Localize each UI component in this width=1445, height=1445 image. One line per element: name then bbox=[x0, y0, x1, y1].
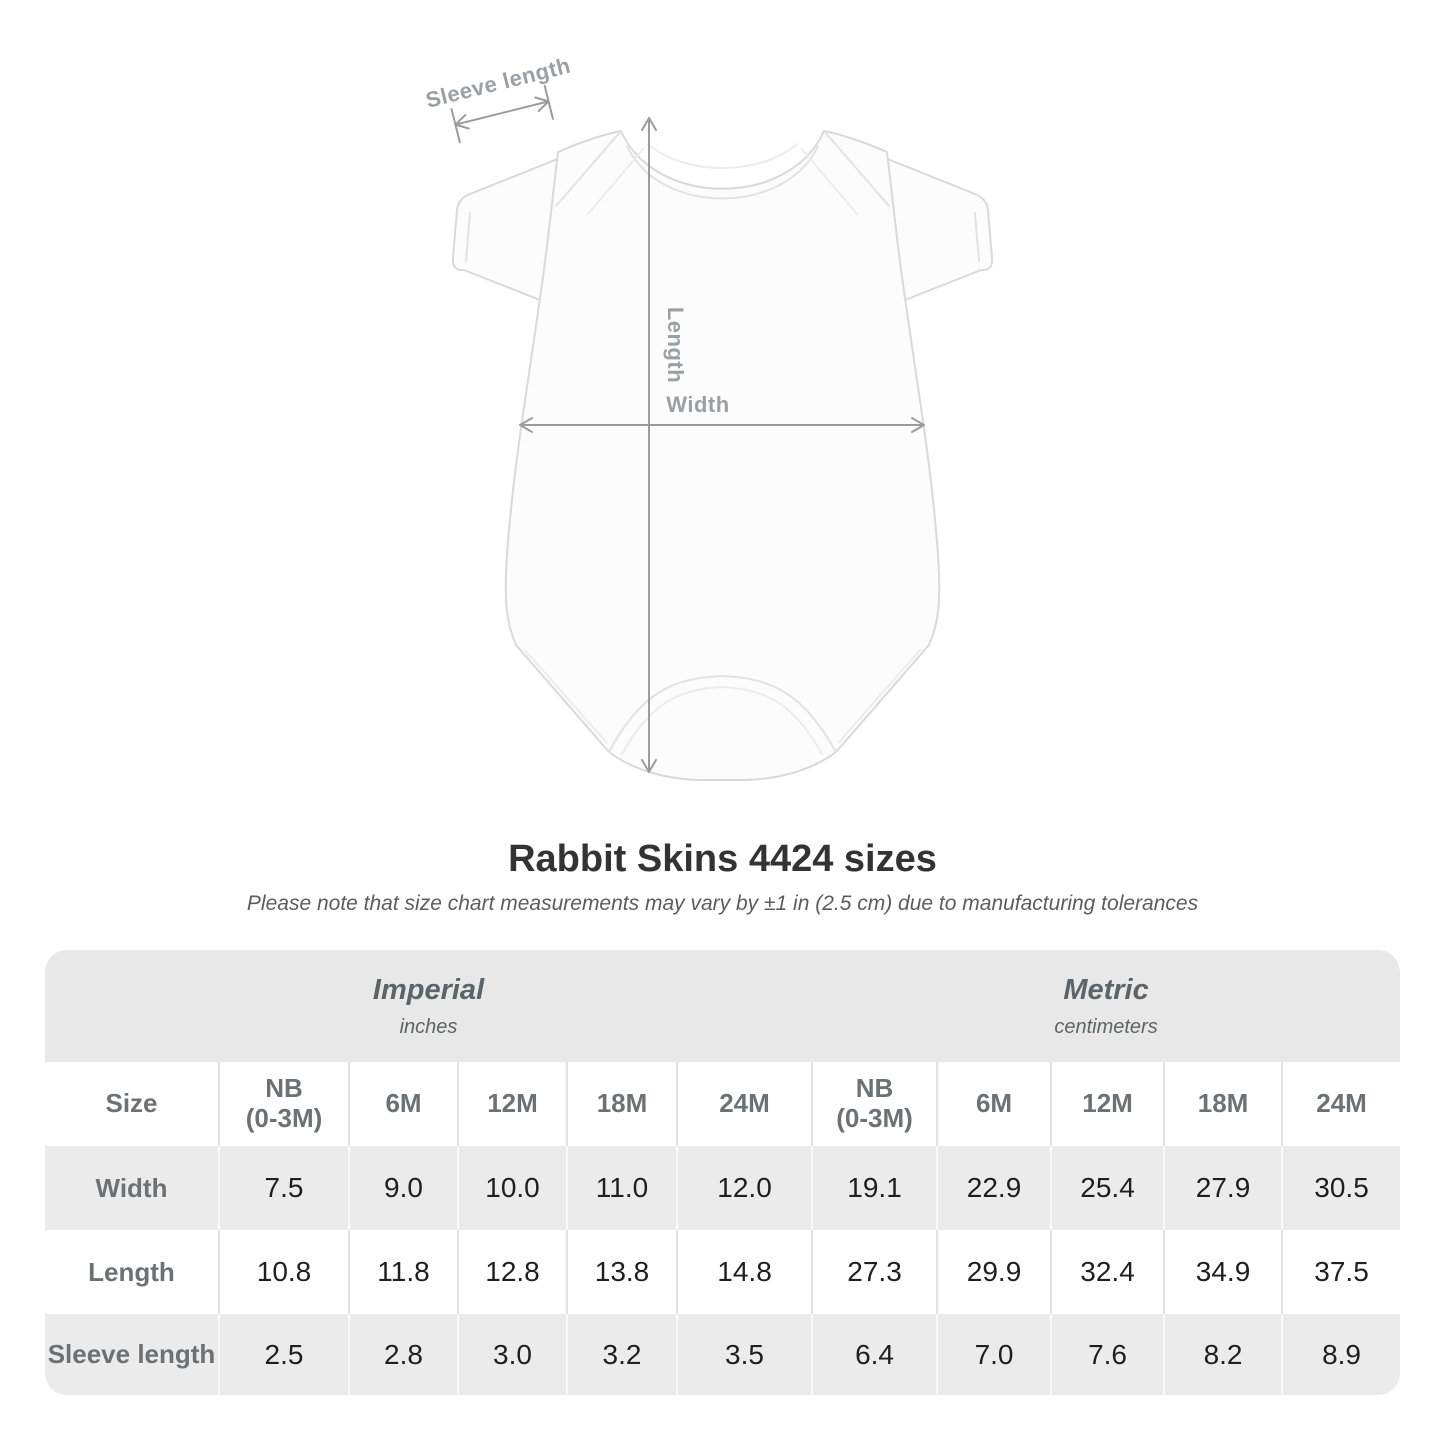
metric-group-label: Metric bbox=[1063, 973, 1149, 1006]
table-cell: 3.0 bbox=[457, 1314, 567, 1395]
length-label: Length bbox=[663, 307, 688, 383]
table-cell: 2.5 bbox=[218, 1314, 349, 1395]
table-cell: 3.2 bbox=[566, 1314, 677, 1395]
table-cell: 2.8 bbox=[348, 1314, 458, 1395]
column-header: 12M bbox=[457, 1062, 567, 1146]
table-cell: 25.4 bbox=[1050, 1146, 1165, 1230]
row-label: Length bbox=[45, 1230, 219, 1314]
table-cell: 27.3 bbox=[811, 1230, 938, 1314]
table-cell: 12.0 bbox=[675, 1146, 813, 1230]
left-envelope-fold bbox=[555, 130, 622, 207]
column-header: 12M bbox=[1050, 1062, 1165, 1146]
right-envelope-fold-inner bbox=[801, 148, 858, 215]
table-cell: 9.0 bbox=[348, 1146, 458, 1230]
metric-group-header: Metric centimeters bbox=[812, 950, 1400, 1062]
bodysuit-graphic bbox=[451, 130, 994, 781]
row-label: Width bbox=[45, 1146, 219, 1230]
table-cell: 30.5 bbox=[1281, 1146, 1400, 1230]
imperial-group-header: Imperial inches bbox=[45, 950, 813, 1062]
table-cell: 27.9 bbox=[1163, 1146, 1283, 1230]
chart-note: Please note that size chart measurements… bbox=[246, 892, 1199, 915]
table-row-sleeve-length: Sleeve length 2.5 2.8 3.0 3.2 3.5 6.4 7.… bbox=[45, 1314, 1400, 1395]
column-header: NB (0-3M) bbox=[218, 1062, 349, 1146]
column-header: 24M bbox=[1281, 1062, 1400, 1146]
left-sleeve-hem-seam bbox=[465, 212, 471, 262]
table-cell: 8.9 bbox=[1281, 1314, 1400, 1395]
right-leg-binding-seam bbox=[838, 649, 921, 743]
left-leg-binding-seam bbox=[524, 649, 607, 743]
sleeve-length-arrow bbox=[450, 84, 554, 144]
neck-binding-seam bbox=[626, 145, 819, 200]
table-cell: 7.0 bbox=[936, 1314, 1052, 1395]
column-header-row: Size NB (0-3M) 6M 12M 18M 24M NB (0-3M) 6M… bbox=[45, 1062, 1400, 1146]
size-diagram: Sleeve length Length Width bbox=[423, 53, 994, 781]
row-label: Sleeve length bbox=[45, 1314, 219, 1395]
sleeve-length-label: Sleeve length bbox=[423, 53, 573, 113]
table-cell: 7.5 bbox=[218, 1146, 349, 1230]
back-collar-seam bbox=[647, 143, 798, 169]
table-cell: 11.8 bbox=[348, 1230, 458, 1314]
left-envelope-fold-inner bbox=[587, 148, 644, 215]
right-sleeve-hem-seam bbox=[974, 212, 980, 262]
table-cell: 13.8 bbox=[566, 1230, 677, 1314]
table-cell: 14.8 bbox=[675, 1230, 813, 1314]
unit-group-row: Imperial inches Metric centimeters bbox=[45, 950, 1400, 1062]
table-cell: 22.9 bbox=[936, 1146, 1052, 1230]
table-cell: 34.9 bbox=[1163, 1230, 1283, 1314]
table-cell: 29.9 bbox=[936, 1230, 1052, 1314]
crotch-flap-seam bbox=[608, 674, 837, 753]
column-header: 18M bbox=[1163, 1062, 1283, 1146]
right-envelope-fold bbox=[823, 130, 890, 207]
table-cell: 3.5 bbox=[675, 1314, 813, 1395]
width-arrow bbox=[519, 417, 925, 433]
metric-group-unit: centimeters bbox=[1054, 1016, 1158, 1039]
column-header: NB (0-3M) bbox=[811, 1062, 938, 1146]
table-row-length: Length 10.8 11.8 12.8 13.8 14.8 27.3 29.… bbox=[45, 1230, 1400, 1314]
length-arrow bbox=[641, 117, 657, 773]
bodysuit-torso bbox=[504, 130, 941, 781]
table-cell: 10.8 bbox=[218, 1230, 349, 1314]
table-cell: 6.4 bbox=[811, 1314, 938, 1395]
table-cell: 10.0 bbox=[457, 1146, 567, 1230]
imperial-group-label: Imperial bbox=[372, 973, 485, 1006]
size-table: Imperial inches Metric centimeters Size … bbox=[45, 950, 1400, 1395]
table-row-width: Width 7.5 9.0 10.0 11.0 12.0 19.1 22.9 2… bbox=[45, 1146, 1400, 1230]
table-cell: 37.5 bbox=[1281, 1230, 1400, 1314]
table-cell: 11.0 bbox=[566, 1146, 677, 1230]
column-header: 24M bbox=[675, 1062, 813, 1146]
column-header: 18M bbox=[566, 1062, 677, 1146]
chart-title: Rabbit Skins 4424 sizes bbox=[508, 838, 937, 880]
table-cell: 19.1 bbox=[811, 1146, 938, 1230]
imperial-group-unit: inches bbox=[399, 1016, 458, 1039]
size-header-cell: Size bbox=[45, 1062, 219, 1146]
table-cell: 7.6 bbox=[1050, 1314, 1165, 1395]
column-header: 6M bbox=[348, 1062, 458, 1146]
table-cell: 12.8 bbox=[457, 1230, 567, 1314]
table-cell: 32.4 bbox=[1050, 1230, 1165, 1314]
table-cell: 8.2 bbox=[1163, 1314, 1283, 1395]
column-header: 6M bbox=[936, 1062, 1052, 1146]
width-label: Width bbox=[666, 392, 729, 417]
